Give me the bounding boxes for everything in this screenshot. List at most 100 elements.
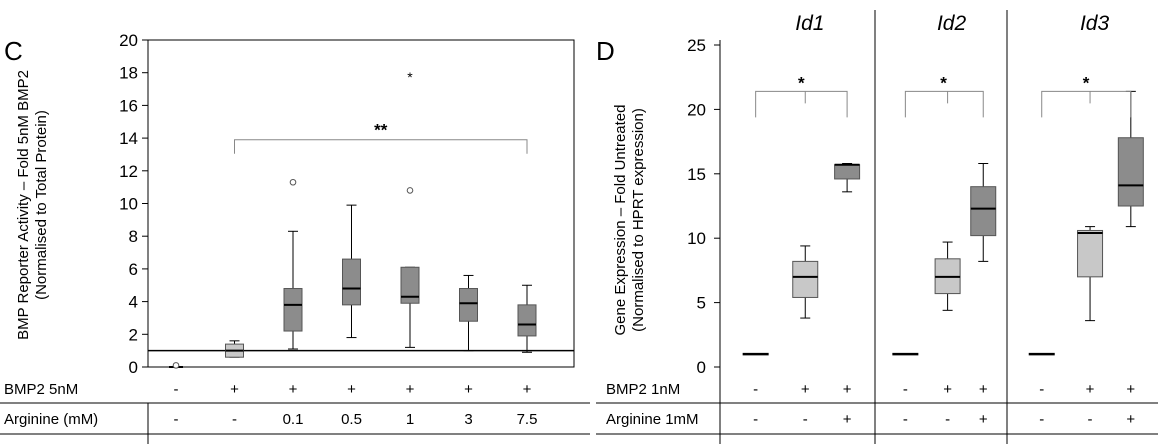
- panel-c-box-1: [225, 340, 244, 358]
- panel-d-cell: +: [943, 381, 952, 398]
- panel-c-y-axis: 0 2 4 6 8 10 12 14 16 18 20: [119, 31, 148, 377]
- panel-c-cell: -: [232, 411, 237, 428]
- panel-d-groups: Id1 * Id2 * Id3 *: [742, 10, 1144, 444]
- panel-c-y-tick-label: 10: [119, 195, 138, 214]
- panel-c-box-3: [342, 204, 361, 339]
- panel-c-cell: 0.5: [341, 411, 362, 428]
- panel-d-group-1: Id2 *: [874, 10, 997, 444]
- panel-d-cell: -: [753, 411, 758, 428]
- panel-d-letter: D: [596, 36, 615, 66]
- panel-d-y-tick-label: 0: [697, 358, 706, 377]
- panel-c-outlier-point: [406, 187, 414, 194]
- panel-c-box-2-iqr: [283, 288, 303, 332]
- panel-d-row-label: Arginine 1mM: [606, 411, 699, 428]
- panel-c-cell: 3: [464, 411, 472, 428]
- panel-d-cell: -: [1039, 381, 1044, 398]
- panel-d-significance-label: *: [798, 73, 805, 92]
- panel-d-y-tick-label: 15: [687, 165, 706, 184]
- panel-d-box-2-2: [1117, 90, 1144, 228]
- panel-d-cell: -: [1039, 411, 1044, 428]
- panel-c-y-tick-label: 12: [119, 162, 138, 181]
- panel-c-box-4-iqr: [400, 266, 420, 304]
- panel-d-cell: -: [753, 381, 758, 398]
- panel-c-y-tick-label: 20: [119, 31, 138, 50]
- panel-d-box-0-1: [792, 245, 819, 319]
- panel-d-group-0: Id1 *: [742, 12, 861, 356]
- panel-c-box-4: [400, 266, 420, 348]
- panel-c-row-label: BMP2 5nM: [4, 381, 78, 398]
- panel-c-condition-table: BMP2 5nM - + + + + + + Arginine (mM) - - 0.1 0.5 1 3 7.…: [0, 381, 590, 444]
- panel-c-cell: 0.1: [283, 411, 304, 428]
- panel-c-y-tick-label: 6: [129, 260, 138, 279]
- panel-c-box-6: [517, 284, 537, 353]
- panel-c-cell: +: [289, 381, 298, 398]
- panel-c-cell: +: [464, 381, 473, 398]
- panel-d-cell: -: [803, 411, 808, 428]
- panel-c-y-tick-label: 16: [119, 96, 138, 115]
- panel-d-cell: +: [843, 381, 852, 398]
- panel-d-group-title: Id3: [1080, 12, 1110, 35]
- panel-d-cell: +: [801, 381, 810, 398]
- panel-d-row-label: BMP2 1nM: [606, 381, 680, 398]
- panel-d-box-2-1: [1077, 226, 1104, 322]
- panel-c-cell: +: [406, 381, 415, 398]
- panel-d-cell: +: [843, 411, 852, 428]
- panel-c-ylabel-line1: BMP Reporter Activity – Fold 5nM BMP2: [15, 70, 32, 340]
- panel-d-cell: +: [979, 381, 988, 398]
- panel-d-box-0-2: [834, 162, 861, 193]
- panel-c-cell: -: [174, 411, 179, 428]
- panel-c-cell: 1: [406, 411, 414, 428]
- panel-d-cell: +: [1086, 381, 1095, 398]
- panel-d-box-2-2-iqr: [1117, 137, 1144, 207]
- panel-d-cell: -: [945, 411, 950, 428]
- panel-c-ylabel-line2: (Normalised to Total Protein): [33, 110, 50, 300]
- panel-d-significance-label: *: [940, 73, 947, 92]
- panel-c-row-label: Arginine (mM): [4, 411, 98, 428]
- panel-c-significance: **: [234, 121, 528, 154]
- panel-d-ylabel-line1: Gene Expression – Fold Untreated: [612, 105, 629, 336]
- panel-c-y-tick-label: 18: [119, 64, 138, 83]
- panel-c-significance-bracket: [234, 139, 528, 154]
- panel-d-group-2: Id3 *: [1006, 10, 1144, 444]
- panel-d-box-0-1-iqr: [792, 260, 819, 298]
- panel-d-box-2-1-iqr: [1077, 229, 1104, 278]
- panel-d-significance-bracket: [1041, 90, 1132, 118]
- panel-d-ylabel-line2: (Normalised to HPRT expression): [630, 108, 647, 332]
- panel-d-cell: -: [1088, 411, 1093, 428]
- panel-c-cell: 7.5: [517, 411, 538, 428]
- panel-d-cell: -: [903, 381, 908, 398]
- panel-d-box-0-2-iqr: [834, 164, 861, 180]
- panel-d-significance-bracket: [755, 90, 848, 118]
- panel-c-y-tick-label: 4: [129, 293, 138, 312]
- panel-c-y-tick-label: 14: [119, 129, 138, 148]
- panel-c-boxes: *: [169, 69, 537, 369]
- panel-c-outlier-point: [289, 178, 297, 186]
- panel-d-group-title: Id1: [795, 12, 824, 35]
- panel-c-y-tick-label: 8: [129, 227, 138, 246]
- panel-d-ylabel: Gene Expression – Fold Untreated (Normal…: [612, 105, 647, 336]
- panel-d-cell: +: [1126, 381, 1135, 398]
- panel-c-letter: C: [4, 36, 23, 66]
- panel-d-box-1-2: [970, 162, 997, 262]
- panel-d-significance-bracket: [904, 90, 984, 118]
- panel-c-y-tick-label: 2: [129, 325, 138, 344]
- panel-d-significance-label: *: [1083, 73, 1090, 92]
- panel-d-y-tick-label: 5: [697, 294, 706, 313]
- panel-d-y-tick-label: 10: [687, 229, 706, 248]
- panel-c-outlier-star: *: [407, 69, 413, 85]
- panel-d-cell: +: [979, 411, 988, 428]
- panel-c-y-tick-label: 0: [129, 358, 138, 377]
- panel-c-cell: +: [230, 381, 239, 398]
- panel-d-group-title: Id2: [937, 12, 967, 35]
- panel-d-box-1-2-iqr: [970, 186, 997, 237]
- panel-c-box-5: [459, 274, 478, 352]
- panel-c-box-5-iqr: [459, 288, 478, 322]
- panel-c-ylabel: BMP Reporter Activity – Fold 5nM BMP2 (N…: [15, 70, 50, 340]
- panel-c-box-3-iqr: [342, 258, 361, 306]
- panel-d-condition-table: BMP2 1nM - + + - + + - + + Arginine 1mM - - + - - + - - +: [596, 374, 1158, 444]
- panel-d-y-tick-label: 20: [687, 100, 706, 119]
- panel-d-y-axis: 0 5 10 15 20 25: [687, 36, 720, 377]
- panel-c-cell: +: [347, 381, 356, 398]
- panel-c-significance-label: **: [374, 121, 388, 140]
